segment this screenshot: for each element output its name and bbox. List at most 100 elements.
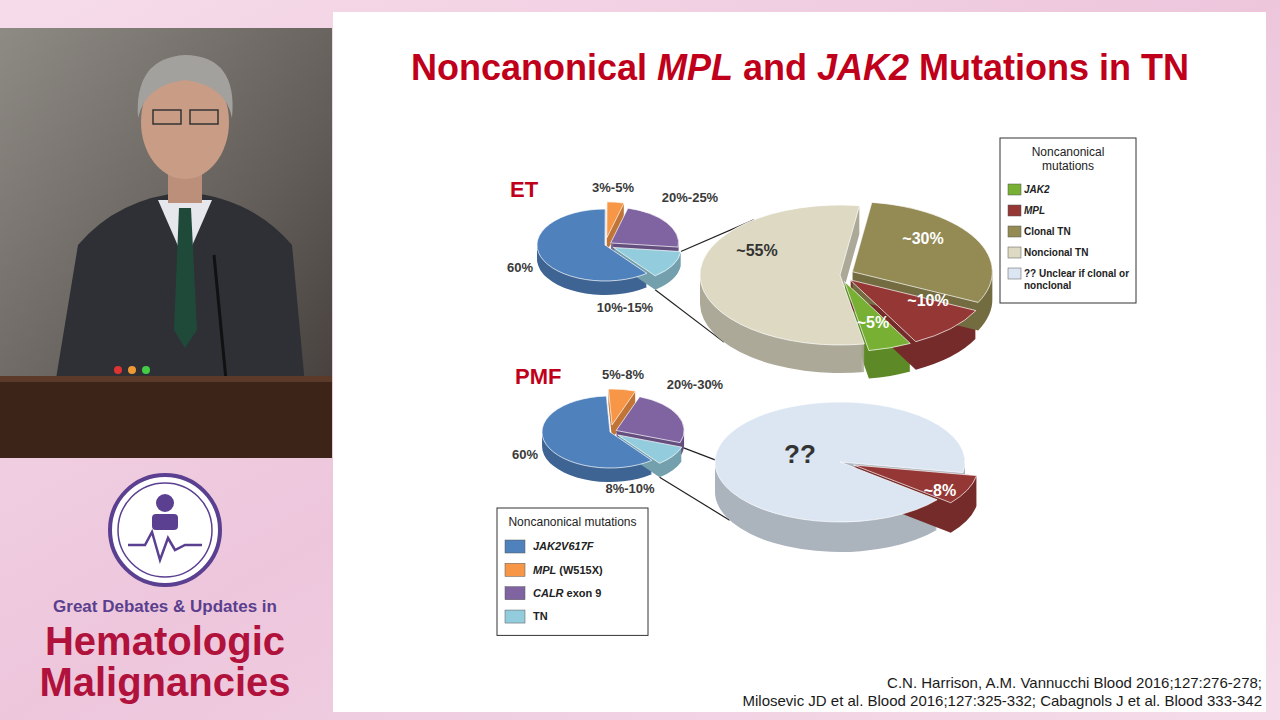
data-label: ~8%: [924, 482, 956, 499]
word: JAK2: [1024, 184, 1050, 195]
slice: [715, 402, 965, 522]
text-line: Clonal TN: [1024, 226, 1071, 237]
labels: ET60%3%-5%20%-25%10%-15%~5%~10%~30%~55%P…: [507, 177, 956, 499]
word: Clonal: [1024, 226, 1055, 237]
legend-box: [1000, 138, 1136, 303]
text-line: Noncanonical mutations: [508, 515, 636, 529]
page: Great Debates & Updates in HematologicMal…: [0, 0, 1280, 720]
word: Noncanonical: [1032, 145, 1105, 159]
title-part: MPL: [657, 47, 733, 88]
text-line: TN: [533, 610, 548, 622]
logo-ring: [110, 475, 220, 585]
text-line: mutations: [1042, 159, 1094, 173]
slice: [613, 247, 681, 275]
title-part: [1131, 47, 1141, 88]
title-part: Noncanonical: [411, 47, 647, 88]
logo-body: [152, 514, 178, 530]
data-label: ~55%: [736, 242, 777, 259]
pie-title: PMF: [515, 364, 561, 389]
pie: [700, 202, 992, 378]
background: [0, 0, 1280, 720]
photo-hair: [138, 55, 233, 118]
data-label: ~10%: [907, 292, 948, 309]
title-part: [807, 47, 817, 88]
slice: [854, 465, 977, 503]
photo-light: [128, 366, 136, 374]
text-line: JAK2V617F: [533, 540, 594, 552]
photo-mic: [214, 255, 226, 380]
slice: [700, 205, 864, 345]
title-part: TN: [1141, 47, 1189, 88]
data-label: ~30%: [902, 230, 943, 247]
data-label: 10%-15%: [597, 300, 654, 315]
data-label: 20%-25%: [662, 190, 719, 205]
pie: [542, 389, 684, 482]
word: nonclonal: [1024, 280, 1071, 291]
word: Noncional: [1024, 247, 1073, 258]
text-line: MPL (W515X): [533, 564, 603, 576]
title-part: [647, 47, 657, 88]
legend-swatch: [1008, 247, 1021, 258]
legend-swatch: [505, 563, 525, 576]
slice: [611, 208, 679, 247]
photo-glasses: [190, 110, 218, 124]
legend-label: Clonal TN: [1024, 226, 1071, 237]
legend-swatch: [505, 610, 525, 623]
word: clonal: [1085, 268, 1117, 279]
slice: [618, 435, 682, 463]
word: or: [1116, 268, 1129, 279]
slide: [333, 12, 1266, 712]
word: 9: [592, 587, 601, 599]
logo-head: [156, 494, 174, 512]
slice: [852, 202, 992, 302]
data-label: 8%-10%: [605, 481, 655, 496]
legend-label: TN: [533, 610, 548, 622]
logo-inner: [118, 483, 212, 577]
legend-swatch: [505, 587, 525, 600]
text-line: Noncanonical: [1032, 145, 1105, 159]
slice: [616, 397, 684, 443]
citation: Milosevic JD et al. Blood 2016;127:325-3…: [743, 692, 1263, 709]
legend-swatch: [1008, 205, 1021, 216]
legend-swatch: [1008, 226, 1021, 237]
brand-text: Great Debates & Updates in: [53, 597, 277, 616]
title: Noncanonical MPL and JAK2 Mutations in T…: [411, 47, 1189, 88]
brand-text: Malignancies: [39, 660, 290, 704]
photo-light: [142, 366, 150, 374]
word: (W515X): [556, 564, 603, 576]
legend: Noncanonical mutations JAK2V617F MPL (W515…: [497, 508, 648, 635]
data-label: 5%-8%: [602, 367, 644, 382]
data-label: 60%: [507, 260, 533, 275]
legend-title: Noncanonical mutations: [508, 515, 636, 529]
data-label: 20%-30%: [667, 377, 724, 392]
brand-text: Hematologic: [45, 619, 285, 663]
photo-glasses: [153, 110, 181, 124]
word: exon: [564, 587, 593, 599]
word: ??: [1024, 268, 1036, 279]
legend-label: JAK2: [1024, 184, 1050, 195]
title-part: JAK2: [817, 47, 909, 88]
legend-label: ?? Unclear if clonal ornonclonal: [1024, 268, 1129, 291]
legend-swatch: [1008, 184, 1021, 195]
legend: NoncanonicalmutationsJAK2MPLClonal TNNon…: [1000, 138, 1136, 303]
logo-pulse: [128, 532, 202, 560]
word: MPL: [533, 564, 557, 576]
word: TN: [1072, 247, 1088, 258]
legend-label: CALR exon 9: [533, 587, 601, 599]
photo-podium: [0, 378, 332, 458]
word: MPL: [1024, 205, 1045, 216]
photo-light: [114, 366, 122, 374]
title-part: [909, 47, 919, 88]
text-line: CALR exon 9: [533, 587, 601, 599]
text-line: nonclonal: [1024, 280, 1071, 291]
word: mutations: [581, 515, 636, 529]
word: TN: [1055, 226, 1071, 237]
title-part: and: [743, 47, 807, 88]
pie: [537, 202, 681, 295]
photo-body: [55, 192, 305, 385]
legend-box: [497, 508, 648, 635]
photo-bg: [0, 28, 332, 458]
text-line: JAK2: [1024, 184, 1050, 195]
text-line: ?? Unclear if clonal or: [1024, 268, 1129, 279]
title-part: in: [1099, 47, 1131, 88]
